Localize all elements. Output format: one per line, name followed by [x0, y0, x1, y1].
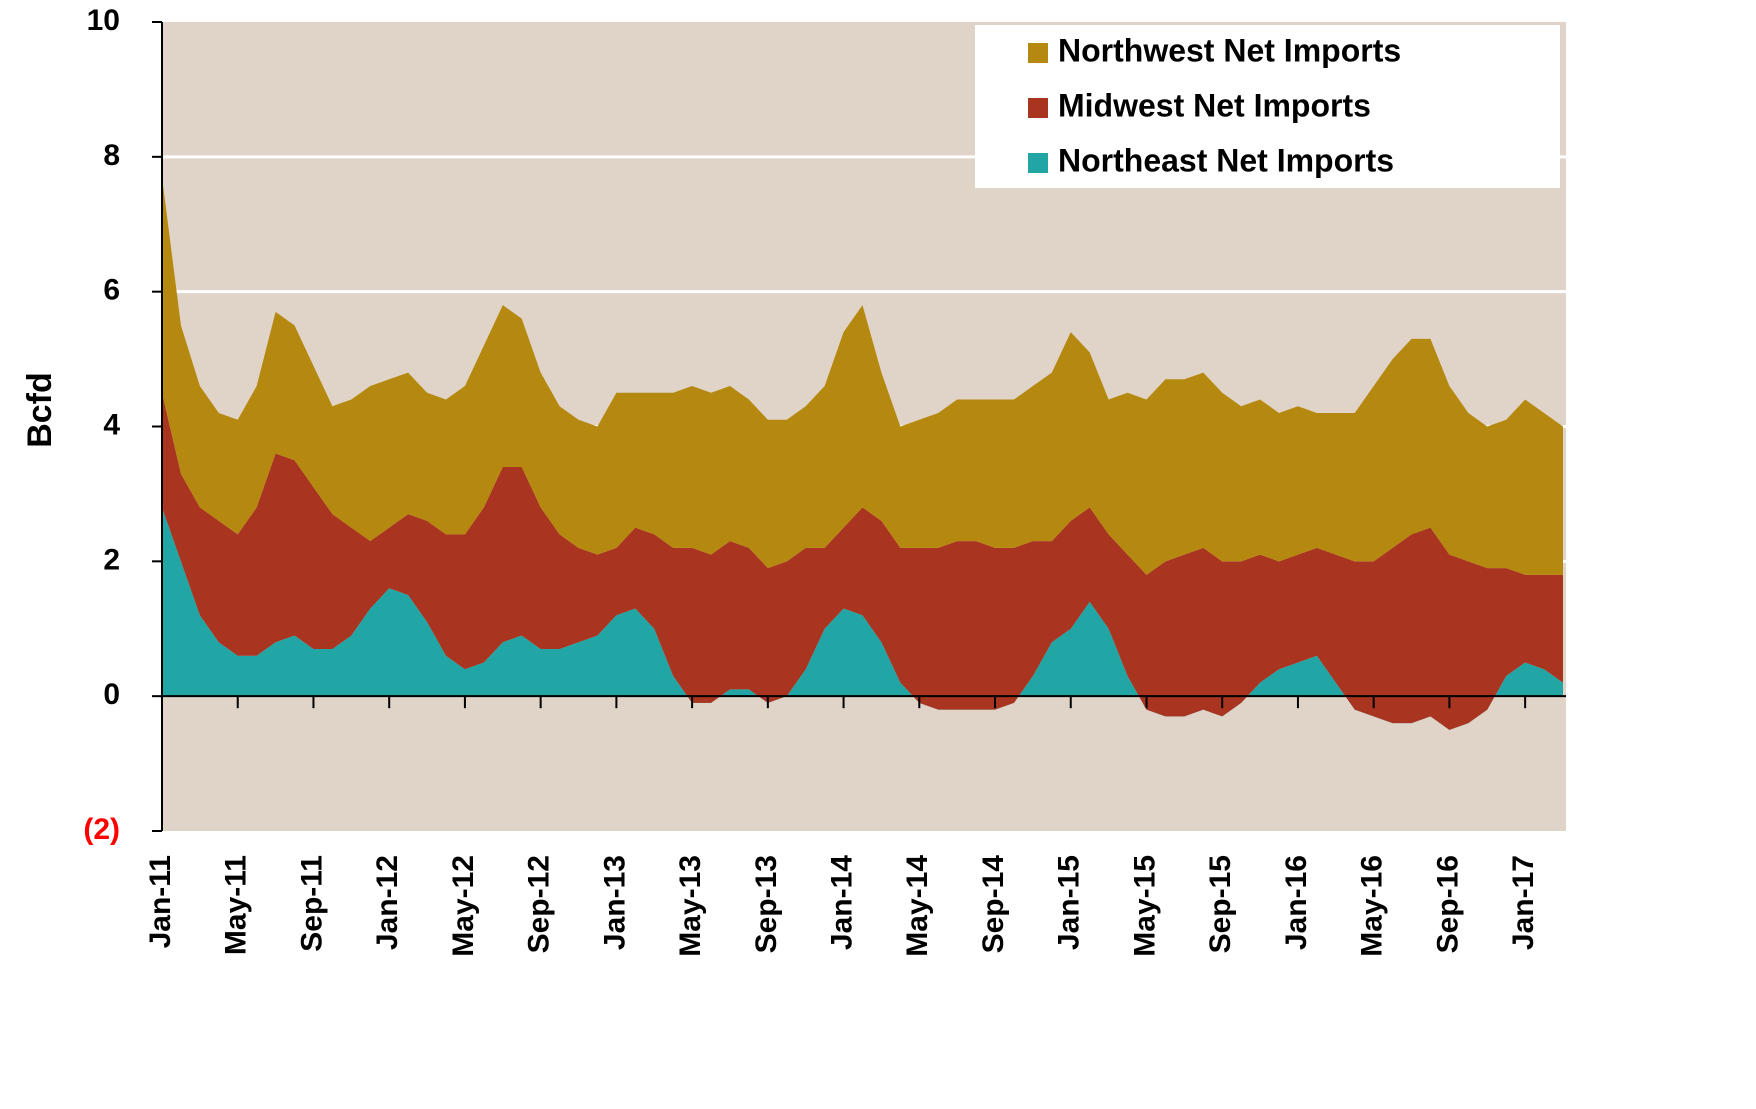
- y-tick-label: 10: [87, 4, 120, 37]
- y-axis-label: Bcfd: [21, 372, 59, 448]
- area: [162, 507, 1563, 730]
- y-tick-label: (2): [83, 813, 120, 846]
- x-tick-label: Jan-12: [371, 855, 404, 950]
- x-tick-label: Sep-15: [1204, 855, 1237, 953]
- legend-swatch: [1028, 43, 1048, 63]
- legend-label: Midwest Net Imports: [1058, 87, 1371, 123]
- x-tick-label: Sep-14: [977, 855, 1010, 954]
- x-tick-label: Sep-12: [523, 855, 556, 953]
- x-tick-label: Jan-11: [144, 855, 177, 948]
- x-tick-label: Jan-13: [598, 855, 631, 950]
- y-tick-label: 8: [103, 139, 120, 172]
- y-tick-label: 4: [103, 408, 120, 441]
- x-tick-label: Sep-16: [1431, 855, 1464, 953]
- x-tick-label: May-14: [901, 855, 934, 957]
- x-tick-label: May-11: [220, 855, 253, 955]
- legend-box: [975, 25, 1560, 188]
- area: [162, 177, 1563, 575]
- legend-label: Northwest Net Imports: [1058, 32, 1401, 68]
- x-tick-label: May-15: [1128, 855, 1161, 957]
- y-tick-label: 6: [103, 274, 120, 307]
- x-tick-label: Jan-14: [825, 855, 858, 950]
- y-tick-label: 0: [103, 678, 120, 711]
- x-tick-label: May-13: [674, 855, 707, 957]
- x-tick-label: May-16: [1356, 855, 1389, 957]
- x-tick-label: Jan-15: [1053, 855, 1086, 950]
- legend-label: Northeast Net Imports: [1058, 142, 1394, 178]
- x-tick-label: Sep-13: [750, 855, 783, 953]
- area: [162, 392, 1563, 730]
- y-tick-label: 2: [103, 543, 120, 576]
- x-tick-label: Jan-17: [1507, 855, 1540, 950]
- x-tick-label: Jan-16: [1280, 855, 1313, 950]
- legend-swatch: [1028, 98, 1048, 118]
- x-tick-label: May-12: [447, 855, 480, 957]
- x-tick-label: Sep-11: [295, 855, 328, 952]
- legend-swatch: [1028, 153, 1048, 173]
